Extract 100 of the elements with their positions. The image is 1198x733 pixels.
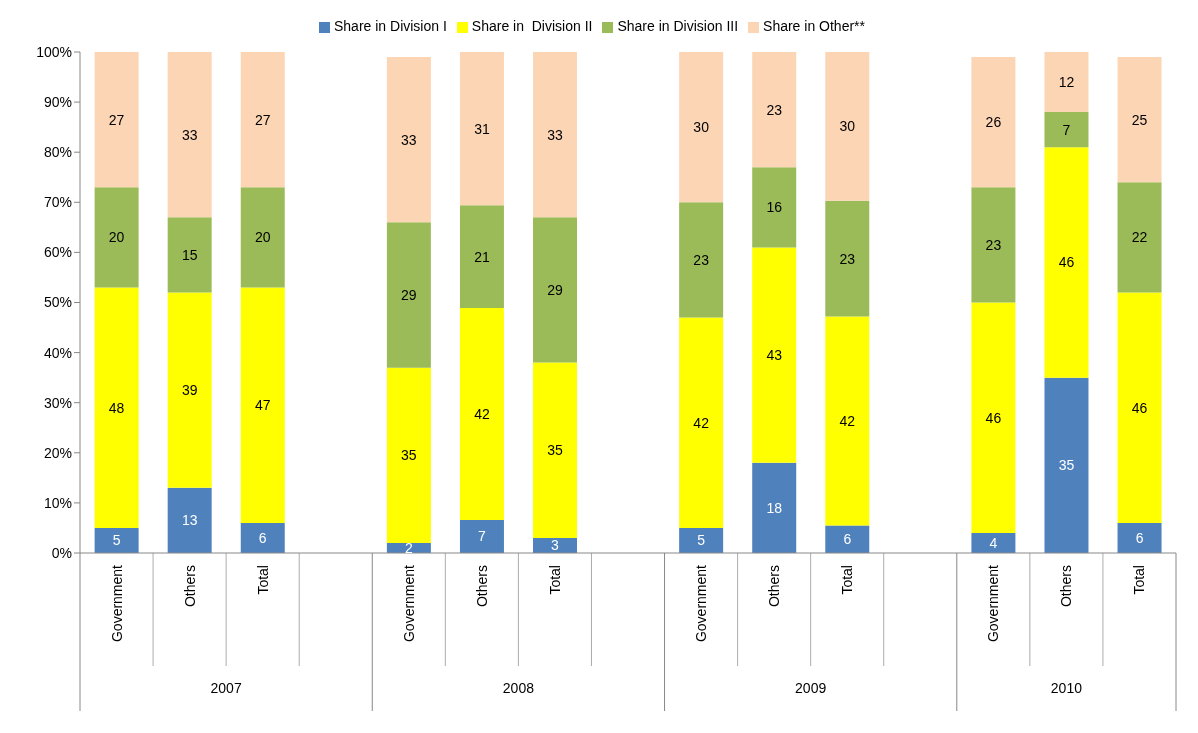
data-label: 23: [693, 251, 710, 268]
data-label: 20: [254, 229, 271, 246]
bar: [459, 308, 504, 520]
text: 2008: [502, 680, 535, 696]
data-label: 7: [478, 528, 487, 545]
y-tick-label: 40%: [43, 344, 72, 361]
bar: [459, 205, 504, 309]
bar: [240, 287, 285, 523]
data-label: 47: [254, 397, 271, 414]
y-tick-label: 100%: [36, 43, 72, 60]
bar: [167, 52, 212, 218]
data-label: 7: [1062, 121, 1071, 138]
bar: [167, 292, 212, 488]
bar: [825, 316, 870, 526]
bar: [1044, 147, 1089, 378]
x-tick-label: Total: [254, 565, 271, 595]
y-tick-label: 80%: [43, 144, 72, 161]
y-tick-label: 20%: [43, 444, 72, 461]
data-label: 46: [1131, 399, 1148, 416]
x-tick-label: Total: [839, 565, 856, 595]
legend-label: Share in Division I: [334, 18, 447, 34]
data-label: 39: [181, 382, 198, 399]
y-tick-label: 50%: [43, 294, 72, 311]
y-tick-label: 90%: [43, 94, 72, 111]
data-label: 42: [474, 405, 490, 422]
bar: [825, 525, 870, 553]
bar: [752, 167, 797, 248]
data-label: 21: [474, 248, 490, 265]
y-tick-label: 30%: [43, 394, 72, 411]
bar: [240, 522, 285, 553]
data-label: 6: [843, 531, 852, 548]
bar: [752, 462, 797, 553]
data-label: 27: [254, 111, 271, 128]
data-label: 33: [547, 126, 564, 143]
data-label: 6: [1135, 529, 1144, 546]
data-label: 29: [547, 281, 564, 298]
bar: [167, 487, 212, 553]
legend-label: Share in Division II: [471, 18, 593, 34]
data-label: 25: [1131, 111, 1148, 128]
data-label: 13: [181, 512, 198, 529]
bar: [1044, 52, 1089, 113]
data-label: 29: [401, 286, 417, 303]
data-label: 26: [985, 114, 1002, 131]
x-tick-label: Total: [546, 565, 563, 595]
data-label: 5: [112, 532, 121, 549]
bar: [971, 532, 1016, 553]
bar: [679, 202, 724, 318]
data-label: 23: [985, 236, 1002, 253]
data-label: 5: [697, 532, 706, 549]
text: 2009: [795, 680, 827, 696]
bar: [752, 52, 797, 168]
bar: [386, 367, 431, 543]
bar: [679, 317, 724, 528]
bar: [167, 217, 212, 293]
data-label: 6: [258, 529, 267, 546]
data-label: 18: [766, 499, 783, 516]
bar: [752, 247, 797, 463]
data-label: 30: [839, 118, 856, 135]
bar: [971, 57, 1016, 188]
bar: [1117, 57, 1162, 183]
bar: [679, 527, 724, 553]
y-tick-label: 70%: [43, 194, 72, 211]
bar: [94, 187, 139, 288]
data-label: 23: [839, 250, 856, 267]
data-label: 23: [766, 101, 783, 118]
data-label: 35: [1058, 457, 1075, 474]
data-label: 16: [766, 199, 783, 216]
bar: [1117, 522, 1162, 553]
y-tick-label: 60%: [43, 244, 72, 261]
bar: [971, 187, 1016, 303]
bar: [825, 52, 870, 201]
data-label: 15: [181, 246, 198, 263]
bar: [1117, 292, 1162, 523]
data-label: 35: [401, 447, 417, 464]
data-label: 43: [766, 347, 783, 364]
bar: [1044, 377, 1089, 553]
bar: [94, 527, 139, 553]
data-label: 35: [547, 442, 564, 459]
data-label: 48: [108, 399, 125, 416]
text: 2007: [210, 680, 242, 696]
bar: [971, 302, 1016, 533]
data-label: 4: [989, 534, 998, 551]
legend-label: Share in Other**: [763, 18, 865, 34]
data-label: 27: [108, 111, 125, 128]
bar: [240, 52, 285, 188]
bar: [94, 52, 139, 188]
text: 2010: [1050, 680, 1083, 696]
bar: [94, 287, 139, 528]
data-label: 2: [404, 539, 413, 556]
bar: [1044, 112, 1089, 148]
data-label: 31: [474, 120, 490, 137]
data-label: 42: [839, 412, 856, 429]
data-label: 30: [693, 119, 710, 136]
data-label: 20: [108, 229, 125, 246]
bar: [533, 52, 578, 218]
data-label: 22: [1131, 229, 1148, 246]
x-tick-label: Others: [473, 565, 490, 608]
x-tick-label: Others: [181, 565, 198, 608]
x-tick-label: Government: [400, 564, 417, 643]
x-tick-label: Others: [1058, 565, 1075, 608]
